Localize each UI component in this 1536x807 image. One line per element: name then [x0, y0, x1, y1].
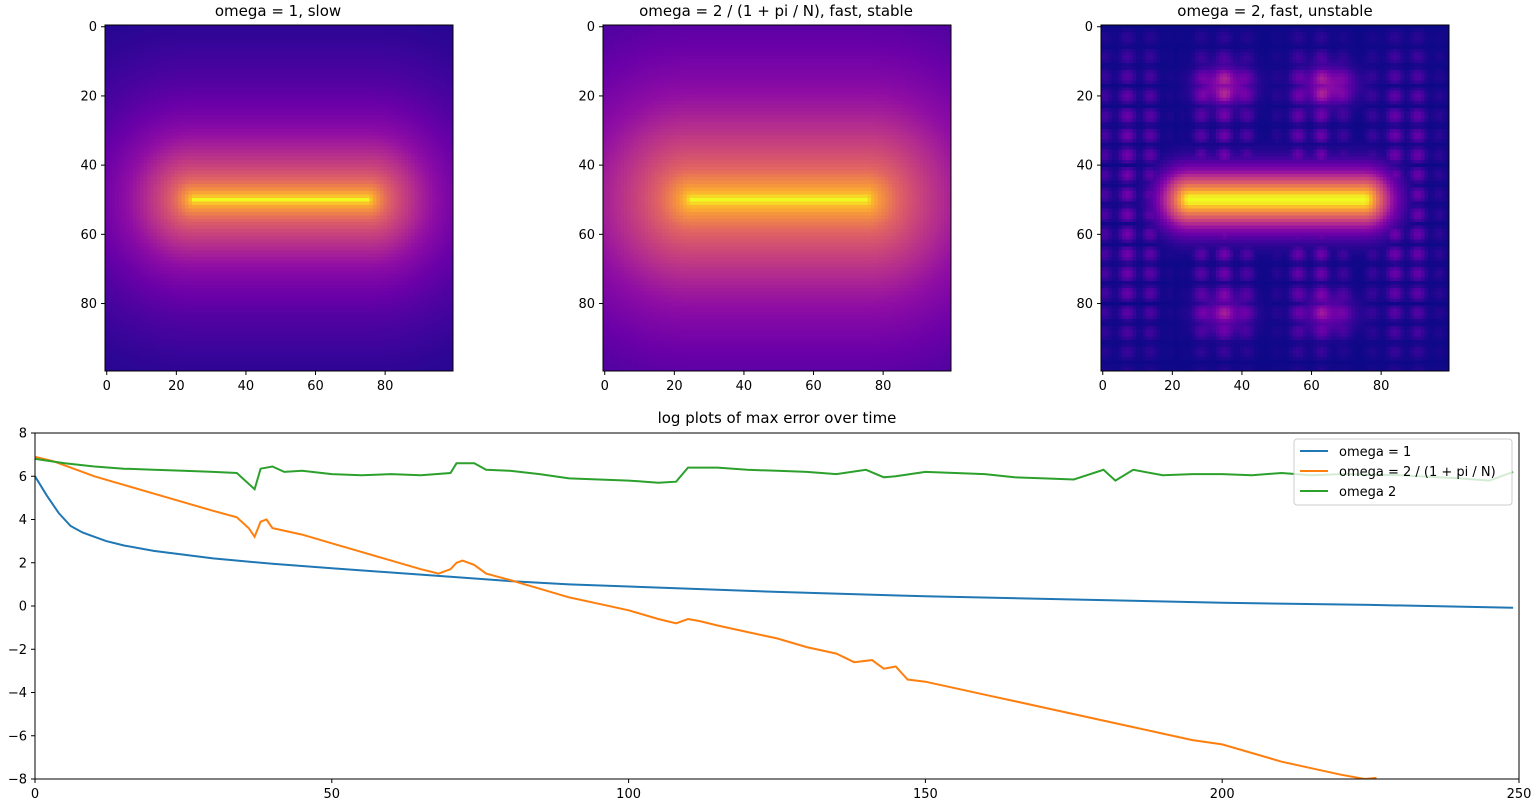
x-tick-label: 40: [238, 379, 255, 394]
x-tick-label: 20: [666, 379, 683, 394]
legend-label-3: omega 2: [1339, 485, 1396, 500]
legend-label-1: omega = 1: [1339, 445, 1411, 460]
heatmap-3-image: [1101, 25, 1449, 371]
heatmap-2-canvas: [603, 25, 951, 371]
y-tick-label: −6: [8, 729, 27, 744]
legend-box: [1293, 438, 1513, 506]
heatmap-1-image: [105, 25, 453, 371]
x-tick-label: 20: [168, 379, 185, 394]
y-tick-label: 4: [19, 513, 27, 528]
heatmap-2-title: omega = 2 / (1 + pi / N), fast, stable: [639, 2, 913, 20]
line-series-group: [35, 455, 1514, 779]
series-line-2: [35, 455, 1377, 779]
heatmap-1-ticks: 0 20 40 60 80 0 20 40 60 80: [80, 20, 393, 394]
y-tick-label: 80: [578, 297, 595, 312]
x-tick-label: 40: [1234, 379, 1251, 394]
y-tick-label: 2: [19, 556, 27, 571]
series-line-1: [35, 475, 1514, 609]
x-tick-label: 0: [103, 379, 111, 394]
heatmap-1-canvas: [105, 25, 453, 371]
x-tick-label: 40: [736, 379, 753, 394]
y-tick-label: 40: [578, 159, 595, 174]
y-tick-label: 20: [1076, 89, 1093, 104]
y-tick-label: 40: [1076, 159, 1093, 174]
y-tick-label: 8: [19, 427, 27, 442]
heatmap-2-image: [603, 25, 951, 371]
y-tick-label: 0: [19, 600, 27, 615]
heatmap-panel-2: omega = 2 / (1 + pi / N), fast, stable 0…: [578, 2, 952, 394]
heatmap-3-canvas: [1101, 25, 1449, 371]
heatmap-3-title: omega = 2, fast, unstable: [1177, 2, 1372, 20]
heatmap-1-title: omega = 1, slow: [215, 2, 341, 20]
heatmap-2-frame: [602, 24, 952, 372]
x-tick-label: 80: [1373, 379, 1390, 394]
heatmap-panel-1: omega = 1, slow 0 20 40 60 80 0 20 40 60 80: [80, 2, 454, 394]
heatmap-1-frame: [104, 24, 454, 372]
x-tick-label: 60: [1303, 379, 1320, 394]
line-chart-title: log plots of max error over time: [658, 409, 897, 427]
y-tick-label: 0: [587, 20, 595, 35]
y-tick-label: 0: [1085, 20, 1093, 35]
x-tick-label: 150: [913, 787, 938, 802]
x-tick-label: 20: [1164, 379, 1181, 394]
x-tick-label: 100: [616, 787, 641, 802]
x-tick-label: 60: [307, 379, 324, 394]
x-tick-label: 200: [1210, 787, 1235, 802]
x-tick-label: 0: [601, 379, 609, 394]
x-tick-label: 250: [1507, 787, 1532, 802]
y-tick-label: 40: [80, 159, 97, 174]
x-tick-label: 0: [1099, 379, 1107, 394]
heatmap-3-frame: [1100, 24, 1450, 372]
legend: omega = 1 omega = 2 / (1 + pi / N) omega…: [1293, 438, 1513, 506]
x-tick-label: 80: [377, 379, 394, 394]
y-tick-label: 60: [80, 228, 97, 243]
legend-label-2: omega = 2 / (1 + pi / N): [1339, 465, 1496, 480]
y-tick-label: 80: [80, 297, 97, 312]
line-chart-ticks: 0 50 100 150 200 250 −8 −6 −4 −2 0 2 4 6 8: [8, 427, 1532, 803]
x-tick-label: 60: [805, 379, 822, 394]
y-tick-label: 6: [19, 470, 27, 485]
y-tick-label: 80: [1076, 297, 1093, 312]
y-tick-label: −4: [8, 686, 27, 701]
heatmap-2-ticks: 0 20 40 60 80 0 20 40 60 80: [578, 20, 891, 394]
series-line-3: [35, 457, 1514, 492]
y-tick-label: 60: [578, 228, 595, 243]
y-tick-label: 0: [89, 20, 97, 35]
y-tick-label: 20: [578, 89, 595, 104]
heatmap-3-ticks: 0 20 40 60 80 0 20 40 60 80: [1076, 20, 1389, 394]
y-tick-label: 60: [1076, 228, 1093, 243]
y-tick-label: −2: [8, 643, 27, 658]
x-tick-label: 80: [875, 379, 892, 394]
x-tick-label: 0: [31, 787, 39, 802]
x-tick-label: 50: [324, 787, 341, 802]
y-tick-label: 20: [80, 89, 97, 104]
line-chart-panel: log plots of max error over time 0 50 100 1…: [8, 409, 1532, 802]
y-tick-label: −8: [8, 773, 27, 788]
heatmap-panel-3: omega = 2, fast, unstable 0 20 40 60 80 0 20 40…: [1076, 2, 1450, 394]
